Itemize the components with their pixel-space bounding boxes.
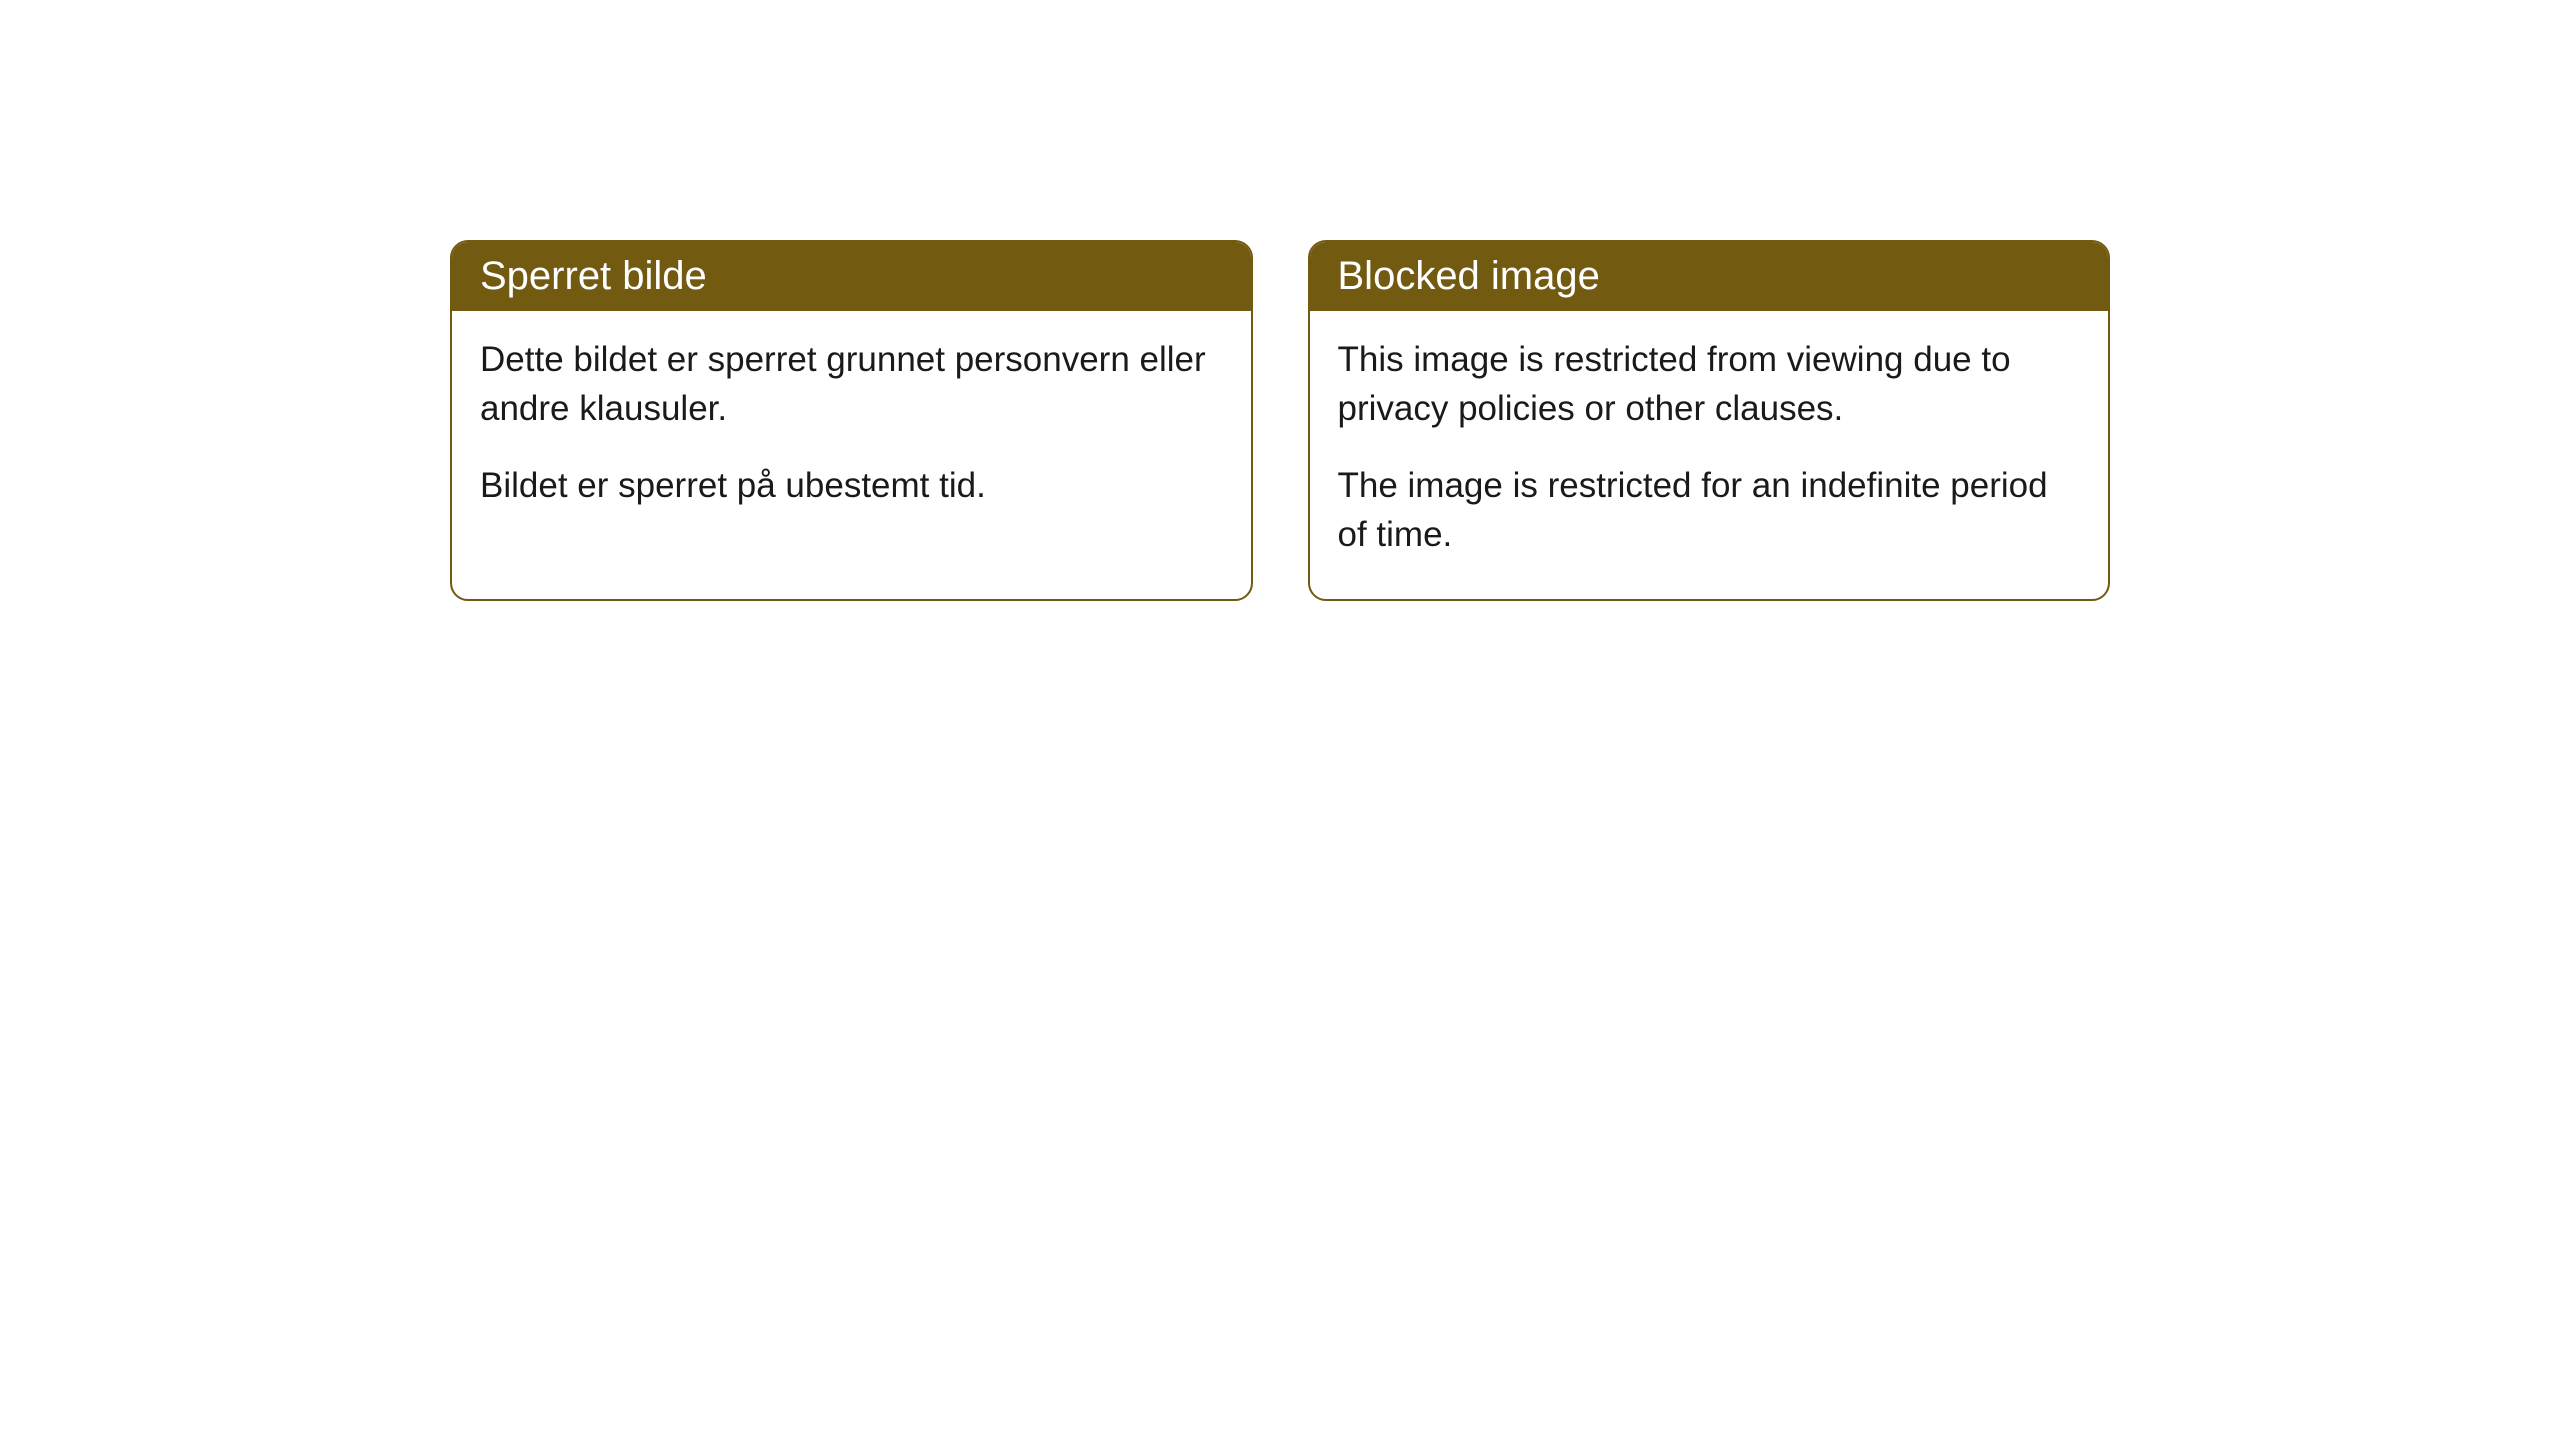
notification-cards-container: Sperret bilde Dette bildet er sperret gr…	[450, 240, 2110, 601]
card-text-paragraph: Dette bildet er sperret grunnet personve…	[480, 335, 1223, 433]
card-body-norwegian: Dette bildet er sperret grunnet personve…	[452, 311, 1251, 550]
blocked-image-card-norwegian: Sperret bilde Dette bildet er sperret gr…	[450, 240, 1253, 601]
card-text-paragraph: The image is restricted for an indefinit…	[1338, 461, 2081, 559]
card-header-english: Blocked image	[1310, 242, 2109, 311]
card-title: Blocked image	[1338, 254, 1600, 298]
card-text-paragraph: Bildet er sperret på ubestemt tid.	[480, 461, 1223, 510]
card-title: Sperret bilde	[480, 254, 707, 298]
card-body-english: This image is restricted from viewing du…	[1310, 311, 2109, 599]
card-text-paragraph: This image is restricted from viewing du…	[1338, 335, 2081, 433]
blocked-image-card-english: Blocked image This image is restricted f…	[1308, 240, 2111, 601]
card-header-norwegian: Sperret bilde	[452, 242, 1251, 311]
